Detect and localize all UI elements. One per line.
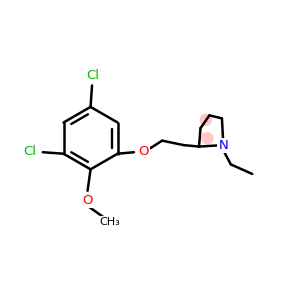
Text: O: O [139,146,149,158]
Ellipse shape [200,114,212,126]
Text: Cl: Cl [86,69,99,82]
Text: N: N [218,139,228,152]
Text: Cl: Cl [24,146,37,158]
Text: CH₃: CH₃ [100,217,120,227]
Text: O: O [82,194,93,207]
Ellipse shape [201,132,214,145]
